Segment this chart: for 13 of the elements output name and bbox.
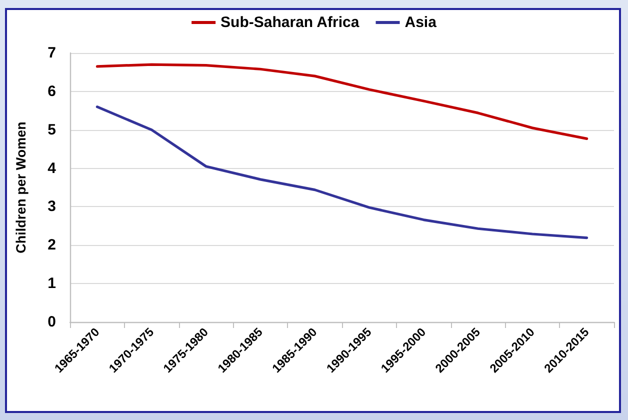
y-tick-label: 7	[48, 44, 56, 62]
line-series	[96, 63, 588, 140]
y-tick-label: 4	[48, 160, 57, 177]
y-tick-label: 6	[48, 82, 56, 100]
y-tick-label: 3	[48, 198, 56, 216]
y-axis-title: Children per Women	[14, 122, 28, 254]
legend-label: Asia	[404, 14, 438, 31]
legend-label: Sub-Saharan Africa	[220, 14, 360, 31]
y-tick-label: 5	[48, 121, 56, 138]
y-tick-label: 2	[48, 236, 56, 254]
line-series	[96, 106, 588, 240]
y-tick-label: 0	[48, 314, 56, 330]
y-tick-label: 1	[48, 275, 56, 292]
